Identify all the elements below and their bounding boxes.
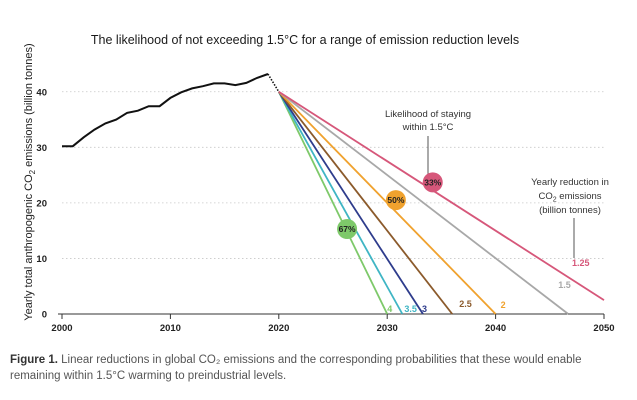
y-tick-label: 40 xyxy=(36,87,47,98)
series-label-3-5: 3.5 xyxy=(404,304,417,314)
reduction-line-1-5 xyxy=(278,91,569,315)
reduction-line-2-5 xyxy=(278,91,453,315)
likelihood-badge-label: 67% xyxy=(339,224,356,234)
series-label-4: 4 xyxy=(387,304,392,314)
series-lines: 4 3.5 3 2.5 2 1.5 1.25 xyxy=(62,73,605,315)
y-tick-label: 10 xyxy=(36,254,47,265)
x-tick-label: 2000 xyxy=(51,323,72,334)
y-tick-label: 20 xyxy=(36,198,47,209)
y-tick-label: 30 xyxy=(36,143,47,154)
likelihood-badge-50 xyxy=(385,190,406,211)
likelihood-annotation-line1: Likelihood of staying xyxy=(385,109,471,120)
chart-title: The likelihood of not exceeding 1.5°C fo… xyxy=(91,33,519,47)
historical-emissions-line xyxy=(62,73,269,148)
chart: The likelihood of not exceeding 1.5°C fo… xyxy=(23,33,615,334)
reduction-line-3-5 xyxy=(278,91,404,315)
likelihood-badge-67 xyxy=(337,219,358,239)
likelihood-badges: 67% 50% 33% xyxy=(337,172,443,239)
series-label-2-5: 2.5 xyxy=(459,299,472,309)
figure-label: Figure 1. xyxy=(10,354,58,366)
x-tick-label: 2050 xyxy=(593,323,614,334)
series-label-1-5: 1.5 xyxy=(558,280,571,290)
y-tick-label: 0 xyxy=(42,310,47,321)
x-tick-label: 2010 xyxy=(160,323,181,334)
reduction-line-3 xyxy=(278,91,424,315)
projection-connector xyxy=(267,73,280,93)
reduction-line-1-25 xyxy=(278,91,605,301)
x-tick-label: 2020 xyxy=(268,323,289,334)
series-label-2: 2 xyxy=(501,300,506,310)
series-label-3: 3 xyxy=(422,304,427,314)
caption-text: Linear reductions in global CO₂ emission… xyxy=(10,354,582,382)
series-label-1-25: 1.25 xyxy=(572,258,590,268)
x-tick-label: 2030 xyxy=(377,323,398,334)
reduction-annotation-line3: (billion tonnes) xyxy=(539,205,601,216)
likelihood-badge-33 xyxy=(422,172,443,193)
likelihood-annotation-line2: within 1.5°C xyxy=(402,122,454,133)
y-axis-label: Yearly total anthropogenic CO2 emissions… xyxy=(23,43,37,320)
figure-caption: Figure 1. Linear reductions in global CO… xyxy=(10,352,627,384)
likelihood-badge-label: 50% xyxy=(387,195,404,205)
reduction-annotation-line2: CO2 emissions xyxy=(538,191,601,204)
likelihood-badge-label: 33% xyxy=(424,177,441,187)
reduction-line-4 xyxy=(277,91,389,315)
annotations: Likelihood of staying within 1.5°C Yearl… xyxy=(385,109,609,258)
reduction-annotation-line1: Yearly reduction in xyxy=(531,177,609,188)
x-tick-label: 2040 xyxy=(485,323,506,334)
